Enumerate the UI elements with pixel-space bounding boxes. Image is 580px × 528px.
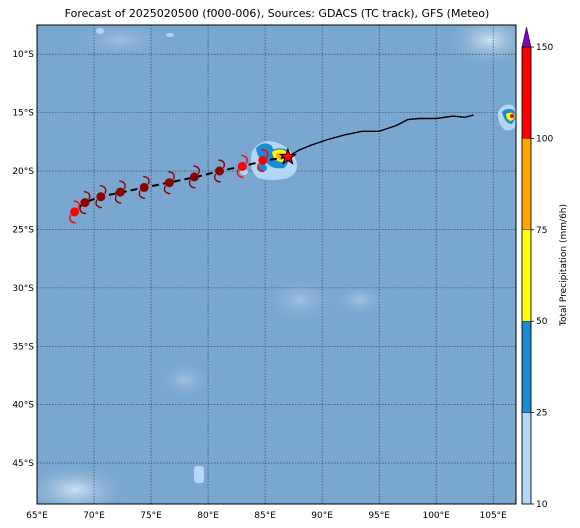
colorbar: 10 25 50 75 100 150 <box>521 26 553 510</box>
latitude-labels: 10°S 15°S 20°S 25°S 30°S 35°S 40°S 45°S <box>12 50 34 469</box>
latitude-tick-label: 45°S <box>12 459 34 469</box>
colorbar-tick-label: 25 <box>536 409 547 419</box>
colorbar-tick-label: 75 <box>536 226 547 236</box>
tropical-cyclone-icon <box>213 159 226 183</box>
longitude-tick-label: 75°E <box>140 511 162 521</box>
colorbar-segment <box>521 138 532 230</box>
colorbar-tick-label: 100 <box>536 134 553 144</box>
longitude-tick-label: 80°E <box>197 511 219 521</box>
longitude-labels: 65°E 70°E 75°E 80°E 85°E 90°E 95°E 100°E 105°E <box>26 511 507 521</box>
colorbar-tick-label: 50 <box>536 317 548 327</box>
colorbar-tick-label: 10 <box>536 500 548 510</box>
map-frame <box>36 24 517 505</box>
ocean-background <box>37 25 516 504</box>
colorbar-extend-arrow <box>521 26 532 48</box>
latitude-tick-label: 40°S <box>12 401 34 411</box>
latitude-tick-label: 30°S <box>12 284 34 294</box>
tropical-cyclone-icon <box>69 200 81 224</box>
latitude-tick-label: 25°S <box>12 225 34 235</box>
colorbar-segment <box>521 46 532 139</box>
page-title: Forecast of 2025020500 (f000-006), Sourc… <box>64 7 490 20</box>
longitude-tick-label: 100°E <box>422 511 450 521</box>
latitude-tick-label: 15°S <box>12 109 34 119</box>
longitude-tick-label: 70°E <box>83 511 105 521</box>
tropical-cyclone-icon <box>95 185 107 209</box>
colorbar-segment <box>521 229 532 322</box>
tropical-cyclone-icon <box>138 175 150 200</box>
latitude-tick-label: 10°S <box>12 50 34 60</box>
tropical-cyclone-icon <box>163 171 175 195</box>
colorbar-tick-label: 150 <box>536 43 553 53</box>
gridlines <box>37 25 516 504</box>
longitude-tick-label: 65°E <box>26 511 48 521</box>
storm-symbols <box>69 148 269 224</box>
longitude-tick-label: 105°E <box>480 511 508 521</box>
observed-track-line <box>290 114 474 156</box>
tropical-cyclone-icon <box>257 148 269 173</box>
current-position-star-icon <box>278 147 297 165</box>
longitude-tick-label: 90°E <box>311 511 333 521</box>
colorbar-segment <box>521 412 532 505</box>
tropical-cyclone-icon <box>188 165 200 189</box>
tropical-cyclone-icon <box>79 190 91 215</box>
tropical-cyclone-icon <box>114 180 126 204</box>
colorbar-segment <box>521 321 532 413</box>
colorbar-label: Total Precipitation (mm/6h) <box>559 204 569 327</box>
map-area <box>37 25 516 504</box>
longitude-tick-label: 95°E <box>368 511 390 521</box>
cloud-haze <box>37 25 516 504</box>
latitude-tick-label: 35°S <box>12 342 34 352</box>
latitude-tick-label: 20°S <box>12 167 34 177</box>
longitude-tick-label: 85°E <box>254 511 276 521</box>
tropical-cyclone-icon <box>236 154 248 179</box>
